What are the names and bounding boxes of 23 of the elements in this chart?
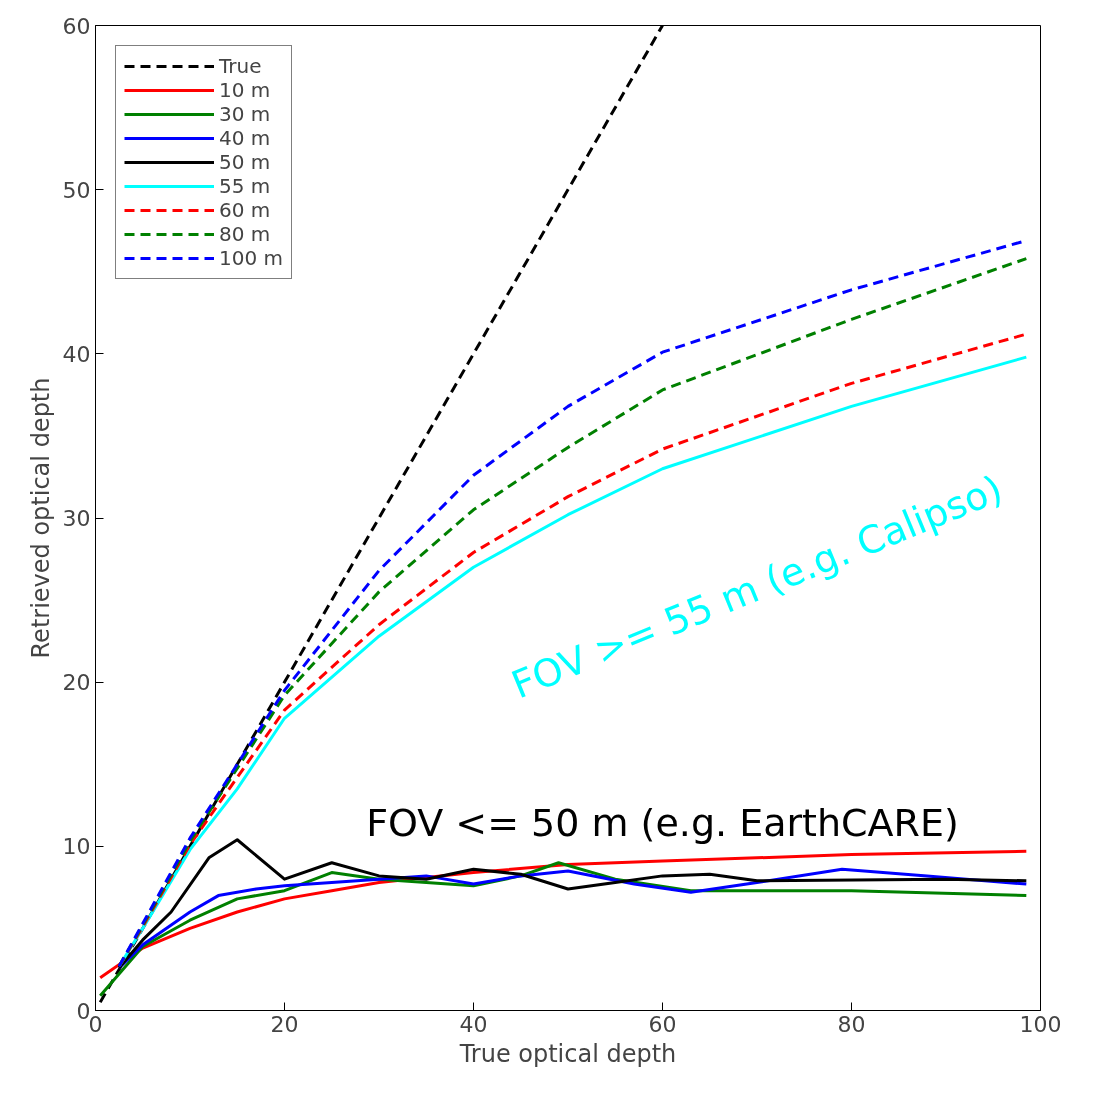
legend-label: 40 m — [219, 126, 271, 150]
legend-label: 100 m — [219, 246, 284, 270]
legend-label: 60 m — [219, 198, 271, 222]
x-tick-label: 20 — [270, 1011, 299, 1037]
y-tick-label: 50 — [62, 177, 91, 203]
y-tick-label: 20 — [62, 670, 91, 696]
legend-label: 30 m — [219, 102, 271, 126]
x-tick-label: 100 — [1019, 1011, 1062, 1037]
legend-label: 50 m — [219, 150, 271, 174]
legend-label: 55 m — [219, 174, 271, 198]
y-axis-title: Retrieved optical depth — [26, 377, 55, 659]
legend-label: 80 m — [219, 222, 271, 246]
legend-label: 10 m — [219, 78, 271, 102]
x-axis-title: True optical depth — [458, 1039, 677, 1068]
annotation: FOV <= 50 m (e.g. EarthCARE) — [366, 801, 959, 846]
x-tick-label: 40 — [459, 1011, 488, 1037]
y-tick-label: 40 — [62, 341, 91, 367]
y-tick-label: 60 — [62, 13, 91, 39]
legend-label: True — [219, 54, 262, 78]
x-tick-label: 80 — [837, 1011, 866, 1037]
x-tick-label: 60 — [648, 1011, 677, 1037]
y-tick-label: 30 — [62, 506, 91, 531]
y-tick-label: 10 — [62, 834, 91, 860]
